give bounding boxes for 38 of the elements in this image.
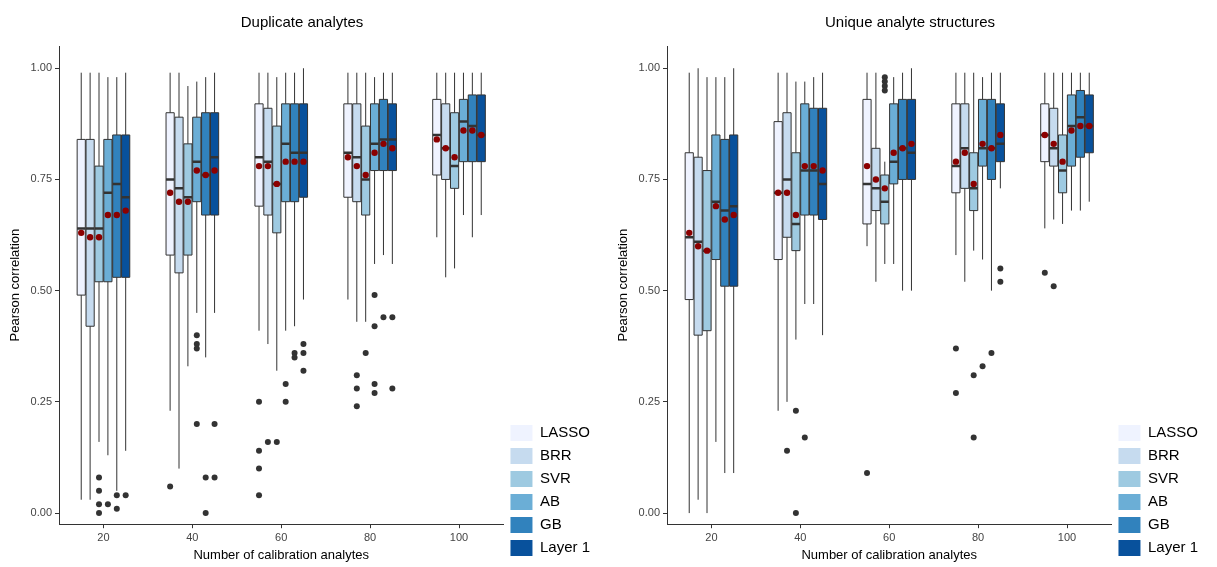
y-tick-label: 0.50 bbox=[30, 283, 53, 296]
y-tick-label: 0.00 bbox=[638, 506, 661, 519]
x-tick-label: 100 bbox=[449, 530, 469, 543]
y-tick-label: 1.00 bbox=[638, 61, 661, 74]
x-tick-label: 80 bbox=[972, 530, 985, 543]
chart-title: Duplicate analytes bbox=[240, 13, 364, 31]
legend-label: LASSO bbox=[1147, 423, 1198, 441]
legend-label: GB bbox=[539, 515, 562, 533]
x-tick-label: 40 bbox=[186, 530, 199, 543]
x-tick-label: 20 bbox=[705, 530, 718, 543]
x-tick-label: 40 bbox=[794, 530, 807, 543]
legend-label: Layer 1 bbox=[539, 538, 591, 556]
y-tick-label: 0.00 bbox=[30, 506, 53, 519]
x-axis-title: Number of calibration analytes bbox=[193, 546, 370, 562]
x-axis-title: Number of calibration analytes bbox=[801, 546, 978, 562]
x-tick-label: 60 bbox=[275, 530, 288, 543]
x-tick-label: 20 bbox=[97, 530, 110, 543]
x-tick-label: 60 bbox=[883, 530, 896, 543]
legend-label: AB bbox=[1147, 492, 1168, 510]
legend-label: LASSO bbox=[539, 423, 590, 441]
legend-label: GB bbox=[1147, 515, 1170, 533]
x-tick-label: 80 bbox=[364, 530, 377, 543]
y-axis-title: Pearson correlation bbox=[615, 228, 631, 342]
legend-label: BRR bbox=[539, 446, 572, 464]
y-tick-label: 0.75 bbox=[30, 172, 53, 185]
x-tick-label: 100 bbox=[1057, 530, 1077, 543]
y-tick-label: 0.25 bbox=[638, 394, 661, 407]
y-tick-label: 0.75 bbox=[638, 172, 661, 185]
legend-label: BRR bbox=[1147, 446, 1180, 464]
y-tick-label: 0.50 bbox=[638, 283, 661, 296]
legend-label: Layer 1 bbox=[1147, 538, 1199, 556]
legend-label: AB bbox=[539, 492, 560, 510]
legend-label: SVR bbox=[1147, 469, 1179, 487]
legend-label: SVR bbox=[539, 469, 571, 487]
y-tick-label: 0.25 bbox=[30, 394, 53, 407]
y-axis-title: Pearson correlation bbox=[7, 228, 23, 342]
chart-title: Unique analyte structures bbox=[824, 13, 996, 31]
y-tick-label: 1.00 bbox=[30, 61, 53, 74]
